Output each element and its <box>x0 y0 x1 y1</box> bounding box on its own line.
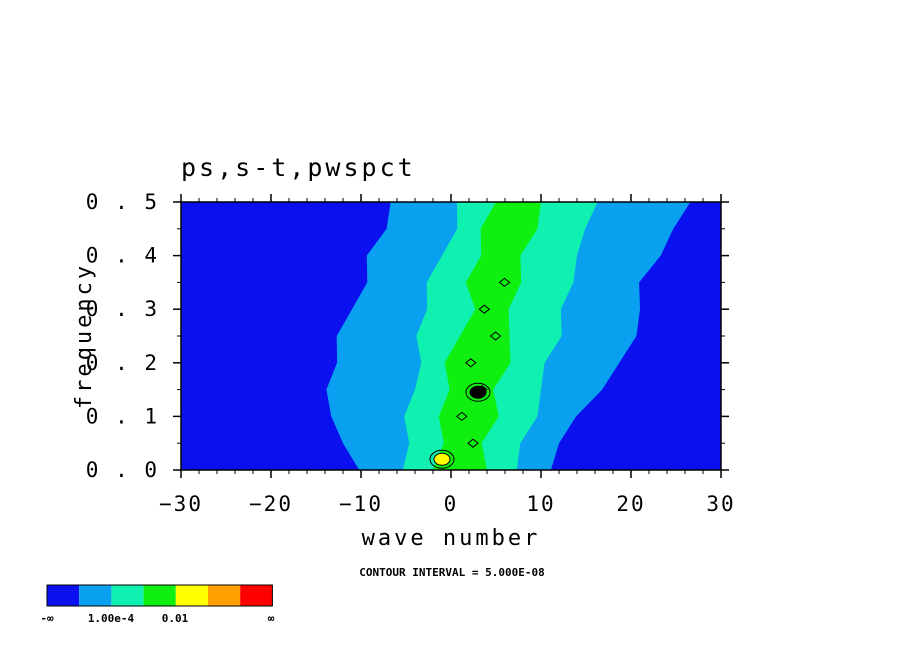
colorbar-swatch <box>79 585 112 606</box>
y-tick-label: 0 . 2 <box>86 351 159 375</box>
x-tick-label: 0 <box>444 492 459 516</box>
y-tick-label: 0 . 4 <box>86 244 159 268</box>
x-tick-label: −20 <box>249 492 293 516</box>
x-tick-label: −30 <box>159 492 203 516</box>
y-tick-label: 0 . 3 <box>86 297 159 321</box>
colorbar-swatch <box>47 585 80 606</box>
peak-ring-0 <box>429 449 455 469</box>
contour-diamond-5 <box>489 331 502 341</box>
peak-0 <box>433 452 451 466</box>
colorbar-swatch <box>175 585 208 606</box>
colorbar-swatch <box>111 585 144 606</box>
colorbar-label: 1.00e-4 <box>88 612 135 625</box>
contour-diamond-1 <box>467 438 479 448</box>
contour-diamond-7 <box>498 277 511 288</box>
colorbar-swatch <box>208 585 241 606</box>
contour-lines <box>429 277 511 469</box>
contour-diamond-6 <box>478 304 491 314</box>
x-tick-label: 10 <box>526 492 555 516</box>
contour-diamond-4 <box>464 358 477 368</box>
colorbar-label: 0.01 <box>162 612 189 625</box>
colorbar-frame <box>46 584 273 607</box>
y-tick-label: 0 . 1 <box>86 404 159 428</box>
y-tick-label: 0 . 5 <box>86 190 159 214</box>
x-tick-label: 30 <box>706 492 735 516</box>
peak-1 <box>469 385 487 399</box>
y-tick-label: 0 . 0 <box>86 458 159 482</box>
axes: −30 −20 −10 0 10 20 30 0 . 0 0 . 1 0 . 2 0 . 3 0 . … <box>86 190 735 516</box>
contour-interval-label: CONTOUR INTERVAL = 5.000E-08 <box>359 566 544 579</box>
y-axis-label: frequency <box>72 263 97 409</box>
peak-ring-1 <box>465 382 491 402</box>
chart-title: ps,s-t,pwspct <box>181 153 416 182</box>
x-tick-label: −10 <box>339 492 383 516</box>
band-2 <box>433 202 541 470</box>
contour-diamond-3 <box>476 384 488 395</box>
contour-diamond-2 <box>455 411 468 422</box>
colorbar: -∞ 1.00e-4 0.01 ∞ <box>40 584 275 625</box>
colorbar-label: ∞ <box>268 612 275 625</box>
colorbar-label: -∞ <box>40 612 54 625</box>
colorbar-swatch <box>240 585 273 606</box>
plot-area <box>181 202 721 470</box>
colorbar-swatch <box>143 585 176 606</box>
x-axis-label: wave number <box>362 526 541 551</box>
x-tick-label: 20 <box>616 492 645 516</box>
